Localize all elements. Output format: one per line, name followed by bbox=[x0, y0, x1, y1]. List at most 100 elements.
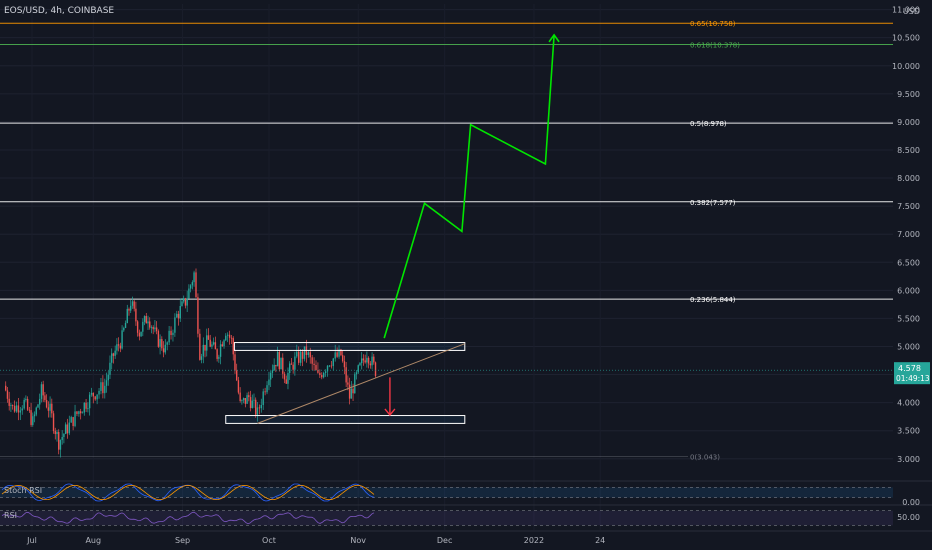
candle-body bbox=[328, 365, 331, 367]
candle-body bbox=[128, 308, 130, 311]
candle-body bbox=[334, 352, 336, 359]
candle bbox=[78, 410, 80, 417]
candle bbox=[206, 328, 208, 357]
candle-body bbox=[79, 411, 82, 414]
candle bbox=[42, 380, 44, 402]
candle bbox=[301, 349, 304, 367]
support-box[interactable] bbox=[225, 415, 466, 424]
candle bbox=[315, 360, 317, 371]
candle bbox=[191, 280, 194, 290]
candle-body bbox=[131, 301, 134, 306]
candle-body bbox=[237, 380, 240, 393]
candle-body bbox=[317, 370, 319, 373]
candle-body bbox=[44, 395, 46, 401]
price-unit-label: USD bbox=[903, 7, 920, 16]
trendline[interactable] bbox=[257, 343, 465, 424]
candle bbox=[23, 397, 25, 410]
price-tick-label: 9.000 bbox=[897, 118, 920, 127]
candle bbox=[104, 378, 106, 399]
candle-body bbox=[183, 298, 185, 302]
time-axis[interactable]: Jul Aug Sep Oct Nov Dec 2022 24 bbox=[26, 536, 605, 545]
candle-body bbox=[45, 400, 48, 408]
candle bbox=[112, 352, 115, 364]
candle-body bbox=[159, 339, 161, 347]
candle-body bbox=[280, 357, 282, 370]
candle bbox=[176, 310, 178, 319]
stoch-d-line bbox=[1, 484, 375, 501]
candle-body bbox=[321, 375, 323, 378]
candle-body bbox=[290, 363, 293, 365]
candle-body bbox=[236, 370, 238, 381]
candle-body bbox=[76, 411, 78, 414]
candle bbox=[183, 295, 185, 304]
candle-body bbox=[202, 344, 204, 357]
candle bbox=[282, 353, 284, 379]
candle-body bbox=[324, 371, 327, 373]
candle-body bbox=[184, 298, 187, 306]
candle bbox=[133, 299, 135, 312]
candle bbox=[59, 439, 62, 458]
candle-body bbox=[264, 391, 266, 393]
time-tick-label: 24 bbox=[595, 536, 605, 545]
candle bbox=[6, 386, 9, 403]
candle bbox=[223, 339, 225, 349]
candle bbox=[117, 337, 120, 352]
candlesticks bbox=[5, 268, 377, 458]
candle-body bbox=[195, 272, 197, 298]
candle bbox=[172, 329, 174, 342]
projection-path[interactable] bbox=[383, 34, 555, 339]
fib-level-label: 0(3.043) bbox=[690, 453, 720, 461]
time-tick-label: Oct bbox=[262, 536, 276, 545]
candle-body bbox=[94, 396, 96, 400]
candle bbox=[85, 399, 87, 413]
candle bbox=[256, 402, 259, 422]
candle bbox=[214, 336, 217, 350]
price-tick-label: 3.500 bbox=[897, 427, 920, 436]
candle-body bbox=[258, 407, 261, 409]
candle-body bbox=[209, 339, 211, 347]
price-tick-label: 4.000 bbox=[897, 399, 920, 408]
symbol-header[interactable]: EOS/USD, 4h, COINBASE bbox=[4, 6, 115, 16]
candle bbox=[152, 325, 154, 335]
candle bbox=[226, 332, 229, 343]
candle bbox=[348, 377, 351, 405]
candle-body bbox=[311, 357, 313, 364]
stoch-rsi-label[interactable]: Stoch RSI bbox=[4, 486, 43, 495]
candle bbox=[39, 393, 41, 410]
candle-body bbox=[216, 349, 218, 359]
candle-body bbox=[150, 327, 153, 328]
candle bbox=[296, 344, 298, 359]
candle-body bbox=[373, 356, 375, 363]
candle bbox=[197, 293, 199, 338]
candle-body bbox=[232, 338, 234, 355]
candle bbox=[168, 326, 170, 345]
candle bbox=[255, 397, 257, 418]
candle bbox=[292, 362, 294, 374]
resistance-box[interactable] bbox=[233, 342, 466, 351]
candle-body bbox=[345, 367, 347, 383]
rsi-label[interactable]: RSI bbox=[4, 511, 17, 520]
candle-body bbox=[83, 402, 85, 413]
candle bbox=[130, 299, 132, 314]
price-tick-label: 6.500 bbox=[897, 258, 920, 267]
rsi-line bbox=[1, 511, 375, 525]
candle-body bbox=[17, 405, 20, 413]
candle-body bbox=[133, 301, 135, 309]
candle bbox=[56, 429, 58, 442]
candle-body bbox=[354, 374, 356, 394]
candle bbox=[336, 347, 338, 358]
price-tick-label: 8.000 bbox=[897, 174, 920, 183]
fibonacci-levels: 0.65(10.758) 0.618(10.378) 0.5(8.978) 0.382… bbox=[0, 20, 893, 461]
candle bbox=[33, 411, 36, 423]
candle-body bbox=[294, 356, 296, 370]
candle bbox=[135, 301, 137, 326]
candle-body bbox=[32, 416, 34, 425]
candle-body bbox=[322, 372, 325, 378]
candle-body bbox=[51, 403, 53, 414]
rsi-pane[interactable]: 50.00 bbox=[0, 510, 920, 526]
stoch-rsi-pane[interactable]: 0.00 bbox=[0, 483, 920, 507]
candle bbox=[100, 378, 102, 395]
candle-body bbox=[26, 398, 29, 410]
candle-body bbox=[242, 398, 245, 401]
